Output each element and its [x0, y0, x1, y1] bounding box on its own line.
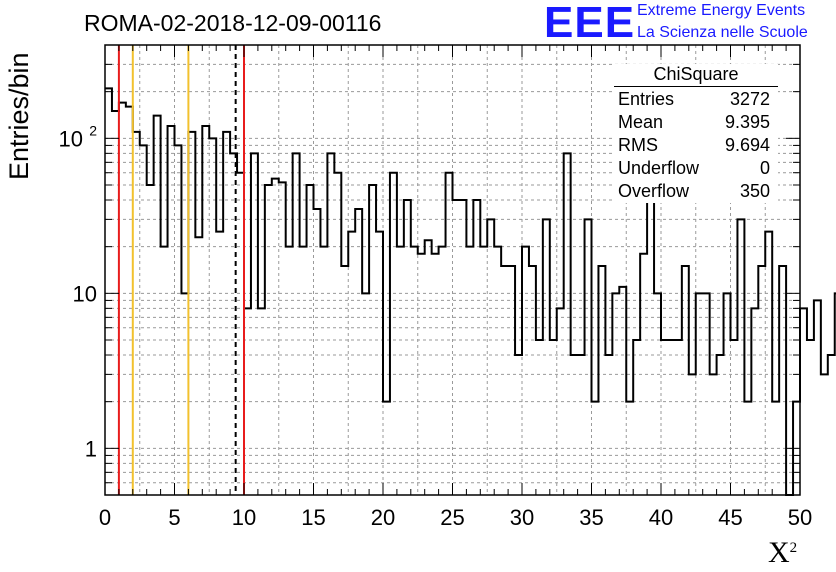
x-tick-label: 45	[718, 505, 742, 530]
eee-logo: EEE	[544, 0, 636, 47]
x-tick-label: 0	[99, 505, 111, 530]
stats-box: ChiSquare Entries 3272 Mean 9.395 RMS 9.694…	[614, 64, 778, 203]
x-tick-label: 50	[788, 505, 812, 530]
y-tick-label: 10	[73, 281, 97, 306]
x-tick-label: 15	[301, 505, 325, 530]
logo-subtitle-1: Extreme Energy Events	[637, 2, 806, 19]
x-tick-label: 25	[440, 505, 464, 530]
y-axis-label: Entries/bin	[4, 52, 34, 180]
x-tick-label: 20	[371, 505, 395, 530]
y-tick-label-exp: 2	[89, 122, 97, 138]
x-tick-label: 10	[232, 505, 256, 530]
y-tick-label: 1	[85, 436, 97, 461]
stats-row-rms: RMS 9.694	[618, 135, 770, 155]
x-axis-label: X2	[768, 536, 798, 569]
stats-row-mean: Mean 9.395	[618, 112, 770, 132]
x-tick-label: 30	[510, 505, 534, 530]
logo-subtitle-2: La Scienza nelle Scuole	[637, 24, 808, 41]
stats-row-entries: Entries 3272	[618, 89, 770, 109]
stats-row-underflow: Underflow 0	[618, 158, 770, 178]
chart-title: ROMA-02-2018-12-09-00116	[84, 10, 382, 36]
x-tick-label: 35	[579, 505, 603, 530]
y-tick-label: 10	[59, 126, 83, 151]
x-tick-label: 40	[649, 505, 673, 530]
x-tick-label: 5	[168, 505, 180, 530]
stats-title: ChiSquare	[614, 64, 778, 87]
stats-row-overflow: Overflow 350	[618, 181, 770, 201]
histogram-series	[105, 87, 836, 496]
